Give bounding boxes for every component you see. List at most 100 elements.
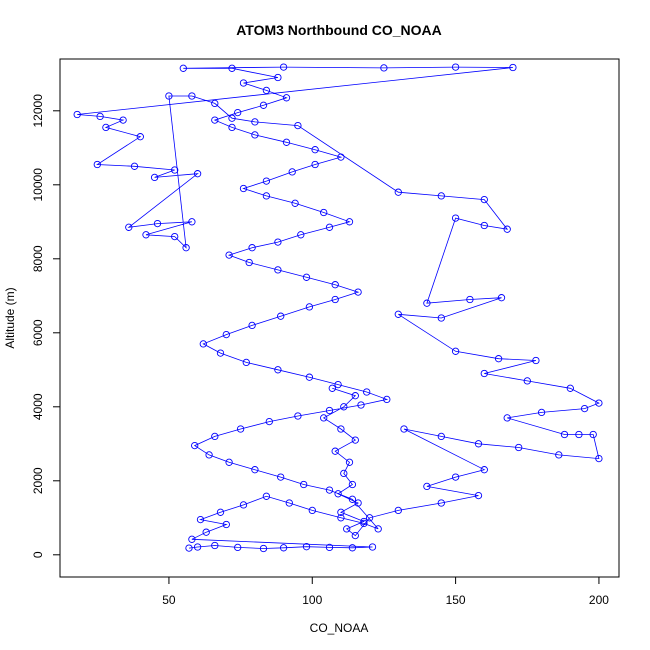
data-point — [351, 436, 359, 444]
y-tick-label: 8000 — [31, 245, 45, 272]
data-point — [394, 310, 402, 318]
data-point — [345, 218, 354, 226]
data-point — [211, 99, 219, 108]
data-point — [96, 112, 104, 121]
y-tick-label: 6000 — [31, 319, 45, 346]
data-point — [279, 63, 288, 71]
data-point — [259, 101, 268, 109]
data-point — [466, 295, 474, 304]
data-point — [102, 123, 110, 132]
data-point — [325, 406, 334, 415]
data-point — [325, 543, 334, 552]
y-tick-label: 4000 — [31, 393, 45, 420]
series-line — [77, 66, 600, 549]
plot-frame — [59, 58, 620, 578]
data-point — [142, 231, 150, 239]
data-point — [360, 517, 368, 526]
data-point — [337, 514, 345, 522]
data-point — [331, 295, 339, 304]
data-point — [451, 347, 460, 355]
data-point — [351, 531, 359, 540]
data-point — [423, 482, 431, 491]
data-point — [291, 199, 299, 207]
data-point — [560, 430, 569, 439]
data-point — [179, 64, 187, 72]
data-point — [595, 399, 603, 407]
data-point — [351, 392, 359, 400]
data-point — [222, 520, 230, 529]
data-point — [199, 340, 207, 348]
data-point — [308, 506, 316, 515]
data-point — [580, 404, 589, 413]
data-point — [211, 541, 219, 550]
data-point — [451, 63, 460, 71]
data-point — [503, 225, 511, 233]
data-point — [451, 473, 460, 481]
data-point — [537, 408, 546, 417]
data-point — [262, 192, 271, 200]
data-point — [130, 162, 139, 170]
data-point — [251, 466, 259, 474]
data-point — [325, 223, 334, 231]
x-tick-label: 200 — [589, 593, 609, 607]
data-point — [357, 401, 365, 409]
data-point — [297, 231, 305, 239]
data-point — [125, 223, 133, 231]
x-tick-label: 50 — [162, 593, 176, 607]
data-point — [171, 166, 179, 174]
data-point — [320, 414, 328, 422]
data-point — [288, 168, 296, 176]
data-point — [480, 369, 488, 378]
data-point — [216, 349, 225, 357]
y-tick-label: 2000 — [31, 467, 45, 494]
y-tick-label: 0 — [31, 551, 45, 558]
data-point — [205, 451, 213, 459]
data-point — [236, 425, 245, 433]
data-point — [437, 499, 445, 507]
data-point — [368, 543, 377, 551]
data-point — [354, 288, 362, 296]
data-point — [451, 214, 460, 222]
data-point — [188, 218, 196, 226]
series-points — [73, 63, 603, 553]
data-point — [150, 173, 159, 182]
data-point — [437, 314, 445, 322]
data-point — [365, 514, 374, 522]
data-point — [202, 528, 210, 536]
data-point — [171, 232, 179, 241]
data-point — [239, 184, 248, 193]
data-point — [311, 146, 319, 154]
data-point — [480, 195, 488, 204]
data-point — [334, 380, 342, 389]
data-point — [348, 480, 357, 489]
data-point — [73, 110, 81, 119]
data-point — [474, 491, 483, 500]
y-tick-label: 10000 — [31, 168, 45, 202]
data-point — [555, 451, 563, 459]
data-point — [566, 384, 574, 392]
data-point — [394, 506, 402, 515]
data-point — [234, 543, 242, 552]
data-point — [285, 499, 293, 507]
data-point — [191, 441, 199, 450]
data-point — [337, 425, 345, 433]
x-tick-label: 100 — [302, 593, 322, 607]
data-point — [360, 519, 368, 528]
x-tick-label: 150 — [446, 593, 466, 607]
chart-title: ATOM3 Northbound CO_NOAA — [236, 22, 442, 38]
data-point — [337, 508, 345, 516]
data-point — [248, 321, 256, 330]
data-point — [515, 443, 523, 452]
data-point — [497, 294, 506, 302]
data-point — [325, 486, 334, 494]
data-point — [575, 430, 583, 439]
data-point — [182, 244, 190, 252]
data-point — [136, 133, 144, 141]
y-axis: 0 2000 4000 6000 8000 10000 12000 — [31, 94, 60, 558]
data-point — [480, 466, 488, 474]
data-point — [374, 525, 382, 533]
y-axis-label: Altitude (m) — [3, 287, 17, 348]
data-point — [228, 64, 236, 72]
data-point — [262, 492, 271, 500]
